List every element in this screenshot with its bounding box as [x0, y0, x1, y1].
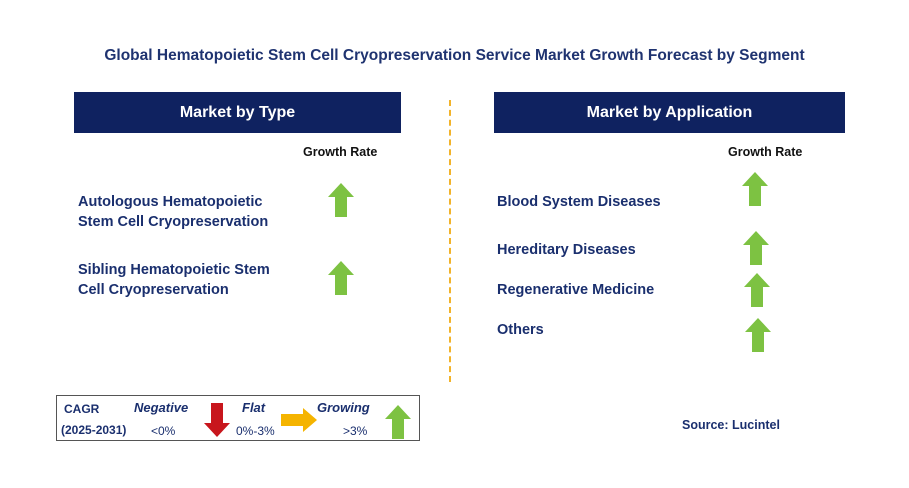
panel-divider: [449, 100, 451, 382]
application-row-4-up-arrow-icon: [745, 318, 771, 352]
legend-cagr-label: CAGR: [64, 402, 100, 416]
type-row-1-line1: Autologous Hematopoietic: [78, 194, 263, 210]
legend-growing-label: Growing: [317, 400, 370, 415]
legend-up-arrow-icon: [385, 405, 411, 439]
legend-flat-label: Flat: [242, 400, 266, 415]
type-growth-rate-label: Growth Rate: [303, 145, 378, 159]
type-panel-header: Market by Type: [74, 92, 401, 133]
application-row-2-label: Hereditary Diseases: [497, 242, 636, 258]
type-row-1-label: Autologous Hematopoietic Stem Cell Cryop…: [78, 192, 268, 232]
application-row-2-up-arrow-icon: [743, 231, 769, 265]
type-row-2-line1: Sibling Hematopoietic Stem: [78, 262, 270, 278]
legend-negative-label: Negative: [134, 400, 189, 415]
legend-negative-range: <0%: [151, 424, 176, 438]
legend-growing-range: >3%: [343, 424, 368, 438]
type-row-1-up-arrow-icon: [328, 183, 354, 217]
application-row-4-label: Others: [497, 322, 544, 338]
application-row-1-label: Blood System Diseases: [497, 194, 661, 210]
source-note: Source: Lucintel: [682, 418, 780, 432]
application-row-1-up-arrow-icon: [742, 172, 768, 206]
type-row-2-line2: Cell Cryopreservation: [78, 282, 229, 298]
legend-flat-range: 0%-3%: [236, 424, 275, 438]
cagr-legend: [56, 395, 420, 441]
type-row-2-up-arrow-icon: [328, 261, 354, 295]
application-growth-rate-label: Growth Rate: [728, 145, 803, 159]
chart-title: Global Hematopoietic Stem Cell Cryoprese…: [104, 47, 805, 64]
type-row-1-line2: Stem Cell Cryopreservation: [78, 214, 269, 230]
legend-period: (2025-2031): [61, 423, 127, 437]
legend-right-arrow-icon: [281, 408, 317, 432]
application-row-3-label: Regenerative Medicine: [497, 282, 655, 298]
application-panel-header: Market by Application: [494, 92, 845, 133]
legend-down-arrow-icon: [204, 403, 230, 437]
application-row-3-up-arrow-icon: [744, 273, 770, 307]
type-row-2-label: Sibling Hematopoietic Stem Cell Cryopres…: [78, 260, 270, 300]
